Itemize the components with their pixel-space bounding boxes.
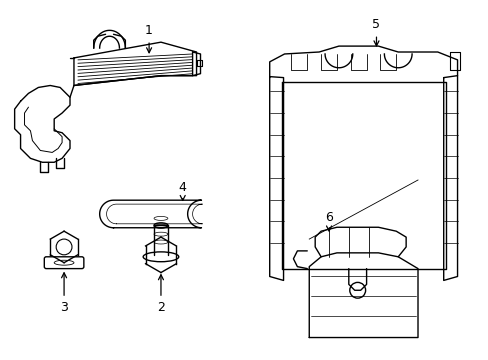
Text: 1: 1 xyxy=(145,24,153,37)
Text: 3: 3 xyxy=(60,301,68,315)
Text: 6: 6 xyxy=(325,211,332,224)
FancyBboxPatch shape xyxy=(44,257,83,269)
Text: 2: 2 xyxy=(157,301,164,315)
Text: 5: 5 xyxy=(372,18,380,31)
Text: 4: 4 xyxy=(179,181,186,194)
